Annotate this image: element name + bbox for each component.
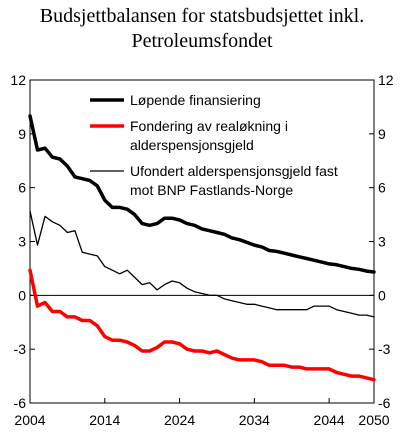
y-tick-label-right: 6 [378,180,386,196]
legend: Løpende finansiering Fondering av realøkn… [90,92,338,198]
y-tick-label-left: 12 [10,72,26,88]
series-line-1 [28,114,376,274]
y-tick-label-right: -6 [378,395,391,411]
y-tick-label-right: -3 [378,341,391,357]
x-tick-label: 2004 [14,412,45,428]
legend-label-3: Ufondert alderspensjonsgjeld fast [130,163,338,179]
legend-label-2: Fondering av realøkning i [130,118,288,134]
y-tick-label-left: 9 [18,126,26,142]
axes: -6 -6 -3 -3 0 0 3 3 6 6 9 9 12 12 2004 2014 2024 2034 2044… [10,72,393,428]
x-tick-label: 2050 [358,412,389,428]
y-tick-label-left: 0 [18,287,26,303]
y-tick-label-left: -3 [14,341,27,357]
x-tick-label: 2044 [314,412,345,428]
chart-title-line-2: Petroleumsfondet [131,30,273,52]
series-line-3 [29,210,375,318]
y-tick-label-left: 6 [18,180,26,196]
x-tick-label: 2034 [239,412,270,428]
x-tick-label: 2014 [89,412,120,428]
y-tick-label-right: 9 [378,126,386,142]
series-lines [28,114,376,382]
y-tick-label-right: 12 [378,72,394,88]
y-tick-label-right: 0 [378,287,386,303]
legend-label-1: Løpende finansiering [130,92,261,108]
series-line-2 [28,268,376,382]
chart-title-line-1: Budsjettbalansen for statsbudsjettet ink… [40,5,364,27]
x-tick-label: 2024 [164,412,195,428]
y-tick-label-left: -6 [14,395,27,411]
legend-label-2: alderspensjonsgjeld [130,137,254,153]
y-tick-label-right: 3 [378,234,386,250]
y-tick-label-left: 3 [18,234,26,250]
legend-label-3: mot BNP Fastlands-Norge [130,182,293,198]
